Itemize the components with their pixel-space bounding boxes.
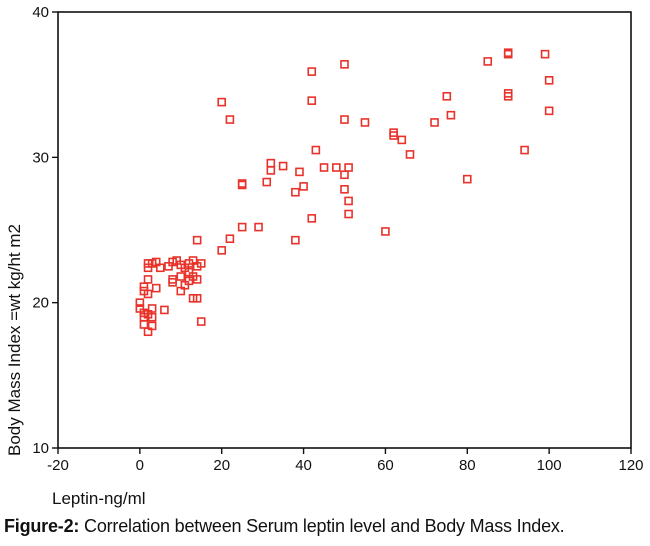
x-axis-title: Leptin-ng/ml: [52, 489, 146, 508]
data-point: [151, 283, 161, 293]
data-point: [295, 167, 304, 177]
data-point: [442, 91, 452, 101]
data-point: [540, 49, 550, 59]
y-tick-label: 10: [32, 440, 49, 457]
data-point: [217, 246, 227, 255]
data-point: [291, 187, 300, 197]
data-point: [192, 294, 202, 303]
data-point: [344, 163, 353, 172]
data-point: [147, 304, 157, 313]
data-point: [311, 145, 321, 155]
data-point: [196, 259, 206, 268]
data-point: [192, 235, 202, 245]
x-tick-label: 120: [618, 457, 643, 474]
figure-caption: Figure-2: Correlation between Serum lept…: [4, 516, 565, 537]
data-point: [196, 317, 206, 326]
data-point: [462, 174, 472, 184]
data-point: [168, 278, 177, 287]
data-point: [143, 275, 153, 284]
data-point: [147, 312, 157, 322]
data-point: [299, 182, 308, 191]
data-point: [307, 67, 317, 76]
data-point: [340, 185, 349, 194]
data-point: [360, 118, 370, 127]
data-point: [176, 272, 186, 281]
data-point: [520, 145, 529, 155]
data-point: [544, 76, 554, 85]
x-tick-label: 100: [537, 457, 562, 474]
data-point: [503, 48, 513, 57]
data-point: [332, 163, 341, 172]
data-point: [446, 110, 456, 120]
data-point: [344, 196, 353, 206]
y-tick-label: 40: [32, 4, 49, 21]
x-axis-ticks: -20 0 20 40 60 80 100 120: [47, 448, 644, 474]
data-point: [237, 222, 247, 232]
y-tick-label: 30: [32, 149, 49, 166]
data-point: [266, 166, 276, 175]
data-point: [381, 227, 390, 236]
y-axis-title: Body Mass Index =wt kg/ht m2: [5, 224, 24, 456]
x-tick-label: -20: [47, 457, 69, 474]
data-point: [340, 60, 349, 69]
x-tick-label: 20: [213, 457, 230, 474]
figure-caption-label: Figure-2:: [4, 516, 80, 536]
data-point: [483, 57, 493, 66]
data-point: [405, 150, 415, 159]
data-point: [192, 275, 202, 284]
data-point: [544, 106, 554, 116]
data-point: [160, 305, 169, 315]
data-point: [397, 135, 407, 145]
y-tick-label: 20: [32, 295, 49, 312]
data-point: [319, 163, 329, 172]
data-point: [135, 298, 145, 307]
scatter-chart: -20 0 20 40 60 80 100 120 10 20 30 40 Leptin-ng/ml…: [5, 4, 644, 508]
data-point: [147, 321, 157, 331]
x-tick-label: 0: [136, 457, 144, 474]
data-point: [237, 180, 247, 190]
data-points: [135, 48, 554, 337]
data-point: [340, 115, 349, 124]
data-point: [307, 96, 317, 105]
x-tick-label: 80: [459, 457, 476, 474]
data-point: [254, 222, 263, 232]
y-axis-ticks: 10 20 30 40: [32, 4, 58, 457]
data-point: [430, 118, 439, 127]
data-point: [503, 91, 513, 101]
data-point: [156, 263, 165, 273]
plot-area-frame: [57, 11, 632, 449]
data-point: [344, 209, 353, 219]
x-tick-label: 40: [295, 457, 312, 474]
data-point: [143, 289, 153, 299]
figure-caption-text: Correlation between Serum leptin level a…: [84, 516, 565, 536]
data-point: [307, 214, 317, 223]
data-point: [262, 177, 272, 187]
data-point: [291, 235, 300, 245]
data-point: [217, 97, 227, 107]
data-point: [389, 131, 398, 140]
x-tick-label: 60: [377, 457, 394, 474]
data-point: [225, 234, 235, 244]
data-point: [278, 161, 288, 171]
data-point: [225, 115, 235, 124]
